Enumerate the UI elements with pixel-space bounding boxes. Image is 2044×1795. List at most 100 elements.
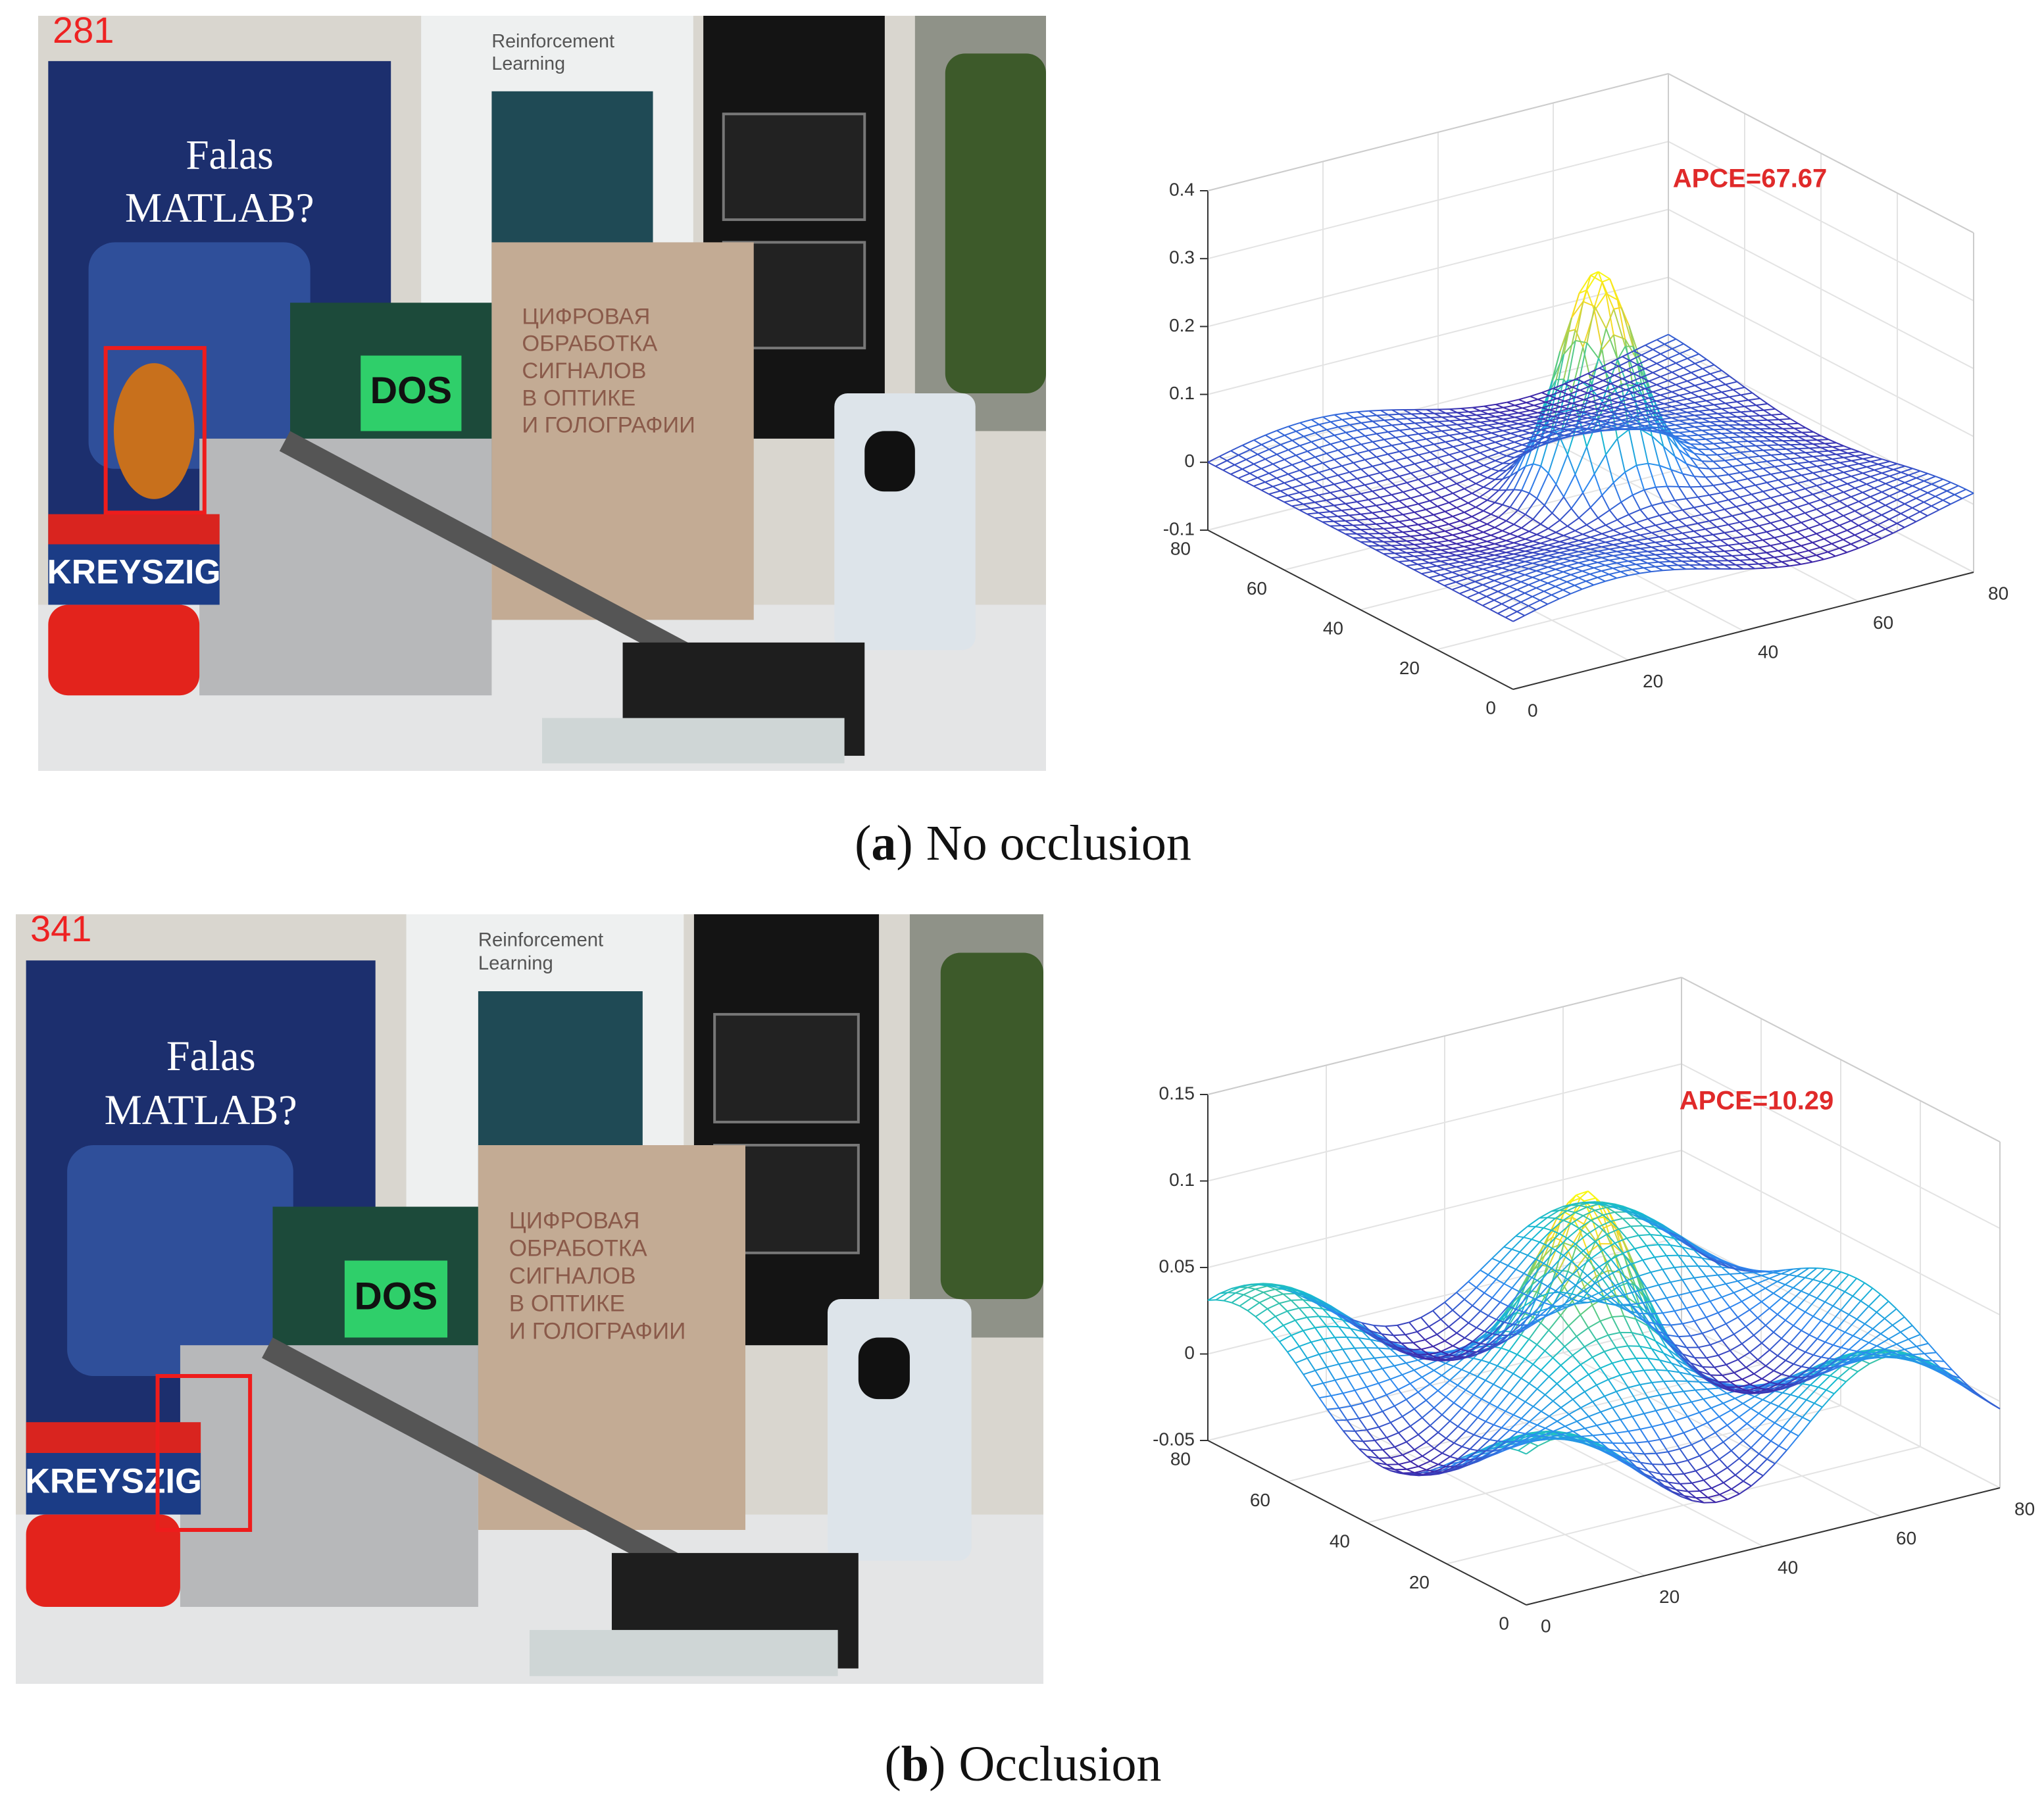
mesh-line — [1354, 1348, 1364, 1360]
mesh-line — [1683, 404, 1691, 408]
mesh-line — [1359, 1415, 1371, 1419]
mesh-line — [1549, 417, 1561, 422]
mesh-line — [1430, 417, 1439, 422]
mesh-line — [1637, 401, 1645, 405]
mesh-line — [1481, 1360, 1490, 1364]
mesh-line — [1366, 1456, 1376, 1463]
mesh-line — [1533, 405, 1542, 408]
mesh-line — [1514, 441, 1522, 446]
mesh-line — [1362, 1440, 1375, 1442]
mesh-line — [1532, 536, 1545, 542]
mesh-line — [1540, 1322, 1549, 1331]
mesh-line — [1448, 537, 1460, 541]
mesh-line — [1414, 485, 1426, 490]
mesh-line — [1805, 439, 1818, 441]
mesh-line — [1843, 445, 1852, 450]
mesh-line — [1675, 1415, 1688, 1421]
mesh-line — [1464, 428, 1473, 433]
mesh-line — [1679, 395, 1687, 400]
mesh-line — [1495, 414, 1507, 418]
mesh-line — [1755, 420, 1764, 426]
mesh-line — [1766, 552, 1775, 558]
mesh-line — [1475, 528, 1484, 533]
mesh-line — [1524, 1388, 1538, 1402]
mesh-line — [1643, 554, 1656, 556]
mesh-line — [1453, 1430, 1466, 1444]
mesh-line — [1548, 1329, 1558, 1339]
mesh-line — [1605, 293, 1614, 335]
mesh-line — [1502, 456, 1515, 464]
mesh-line — [1533, 1427, 1546, 1436]
mesh-line — [1510, 1448, 1519, 1452]
mesh-line — [1628, 325, 1641, 362]
mesh-line — [1582, 567, 1594, 572]
mesh-line — [1426, 1400, 1435, 1409]
mesh-line — [1509, 581, 1522, 587]
mesh-line — [1230, 445, 1243, 452]
mesh-line — [1503, 416, 1515, 420]
x-tick-label: 60 — [1247, 578, 1267, 599]
mesh-line — [1460, 447, 1473, 453]
mesh-line — [1710, 370, 1722, 375]
mesh-line — [1540, 512, 1553, 525]
mesh-line — [1353, 462, 1362, 470]
mesh-line — [1456, 507, 1465, 513]
mesh-line — [1660, 428, 1672, 431]
mesh-line — [1391, 531, 1403, 534]
mesh-line — [1341, 440, 1351, 448]
mesh-line — [1608, 395, 1618, 439]
mesh-line — [1574, 553, 1587, 557]
mesh-line — [1522, 440, 1534, 446]
mesh-line — [1518, 446, 1530, 453]
mesh-line — [1576, 417, 1588, 422]
mesh-line — [1624, 552, 1637, 555]
mesh-line — [1801, 431, 1810, 437]
mesh-line — [1334, 520, 1346, 522]
mesh-line — [1566, 454, 1576, 475]
mesh-line — [1576, 392, 1588, 398]
mesh-line — [1464, 512, 1472, 518]
mesh-line — [1417, 1391, 1427, 1401]
mesh-line — [1574, 580, 1587, 586]
mesh-line — [1458, 1458, 1466, 1461]
mesh-line — [1507, 438, 1515, 443]
mesh-line — [1762, 516, 1771, 524]
mesh-line — [1548, 438, 1561, 444]
mesh-line — [1337, 426, 1347, 433]
mesh-line — [1360, 422, 1370, 429]
mesh-line — [1593, 310, 1603, 350]
mesh-line — [1586, 524, 1595, 531]
mesh-line — [1479, 534, 1491, 539]
mesh-line — [1422, 1369, 1434, 1378]
mesh-line — [1499, 420, 1511, 424]
mesh-line — [1334, 459, 1343, 467]
mesh-line — [1671, 1432, 1684, 1438]
mesh-line — [1758, 545, 1771, 549]
mesh-line — [1724, 442, 1733, 449]
mesh-line — [1494, 562, 1507, 567]
mesh-line — [1464, 506, 1476, 513]
mesh-line — [1701, 533, 1713, 537]
mesh-line — [1916, 477, 1924, 482]
mesh-line — [1685, 522, 1698, 527]
mesh-line — [1522, 427, 1534, 431]
mesh-line — [1376, 503, 1388, 506]
mesh-line — [1597, 509, 1610, 519]
mesh-line — [1290, 1300, 1300, 1309]
mesh-line — [1927, 509, 1939, 517]
mesh-line — [1664, 413, 1676, 416]
mesh-line — [1723, 1474, 1736, 1484]
mesh-line — [1405, 1399, 1415, 1410]
mesh-line — [1345, 430, 1358, 433]
mesh-line — [1679, 418, 1691, 422]
mesh-line — [1501, 1441, 1514, 1450]
mesh-line — [1675, 1463, 1685, 1475]
mesh-line — [1797, 435, 1807, 441]
mesh-line — [1564, 1336, 1578, 1347]
mesh-line — [1506, 520, 1514, 526]
mesh-line — [1731, 1481, 1744, 1490]
mesh-line — [1939, 487, 1947, 492]
mesh-line — [1406, 482, 1415, 490]
mesh-line — [1502, 542, 1514, 547]
mesh-line — [1394, 1362, 1407, 1367]
